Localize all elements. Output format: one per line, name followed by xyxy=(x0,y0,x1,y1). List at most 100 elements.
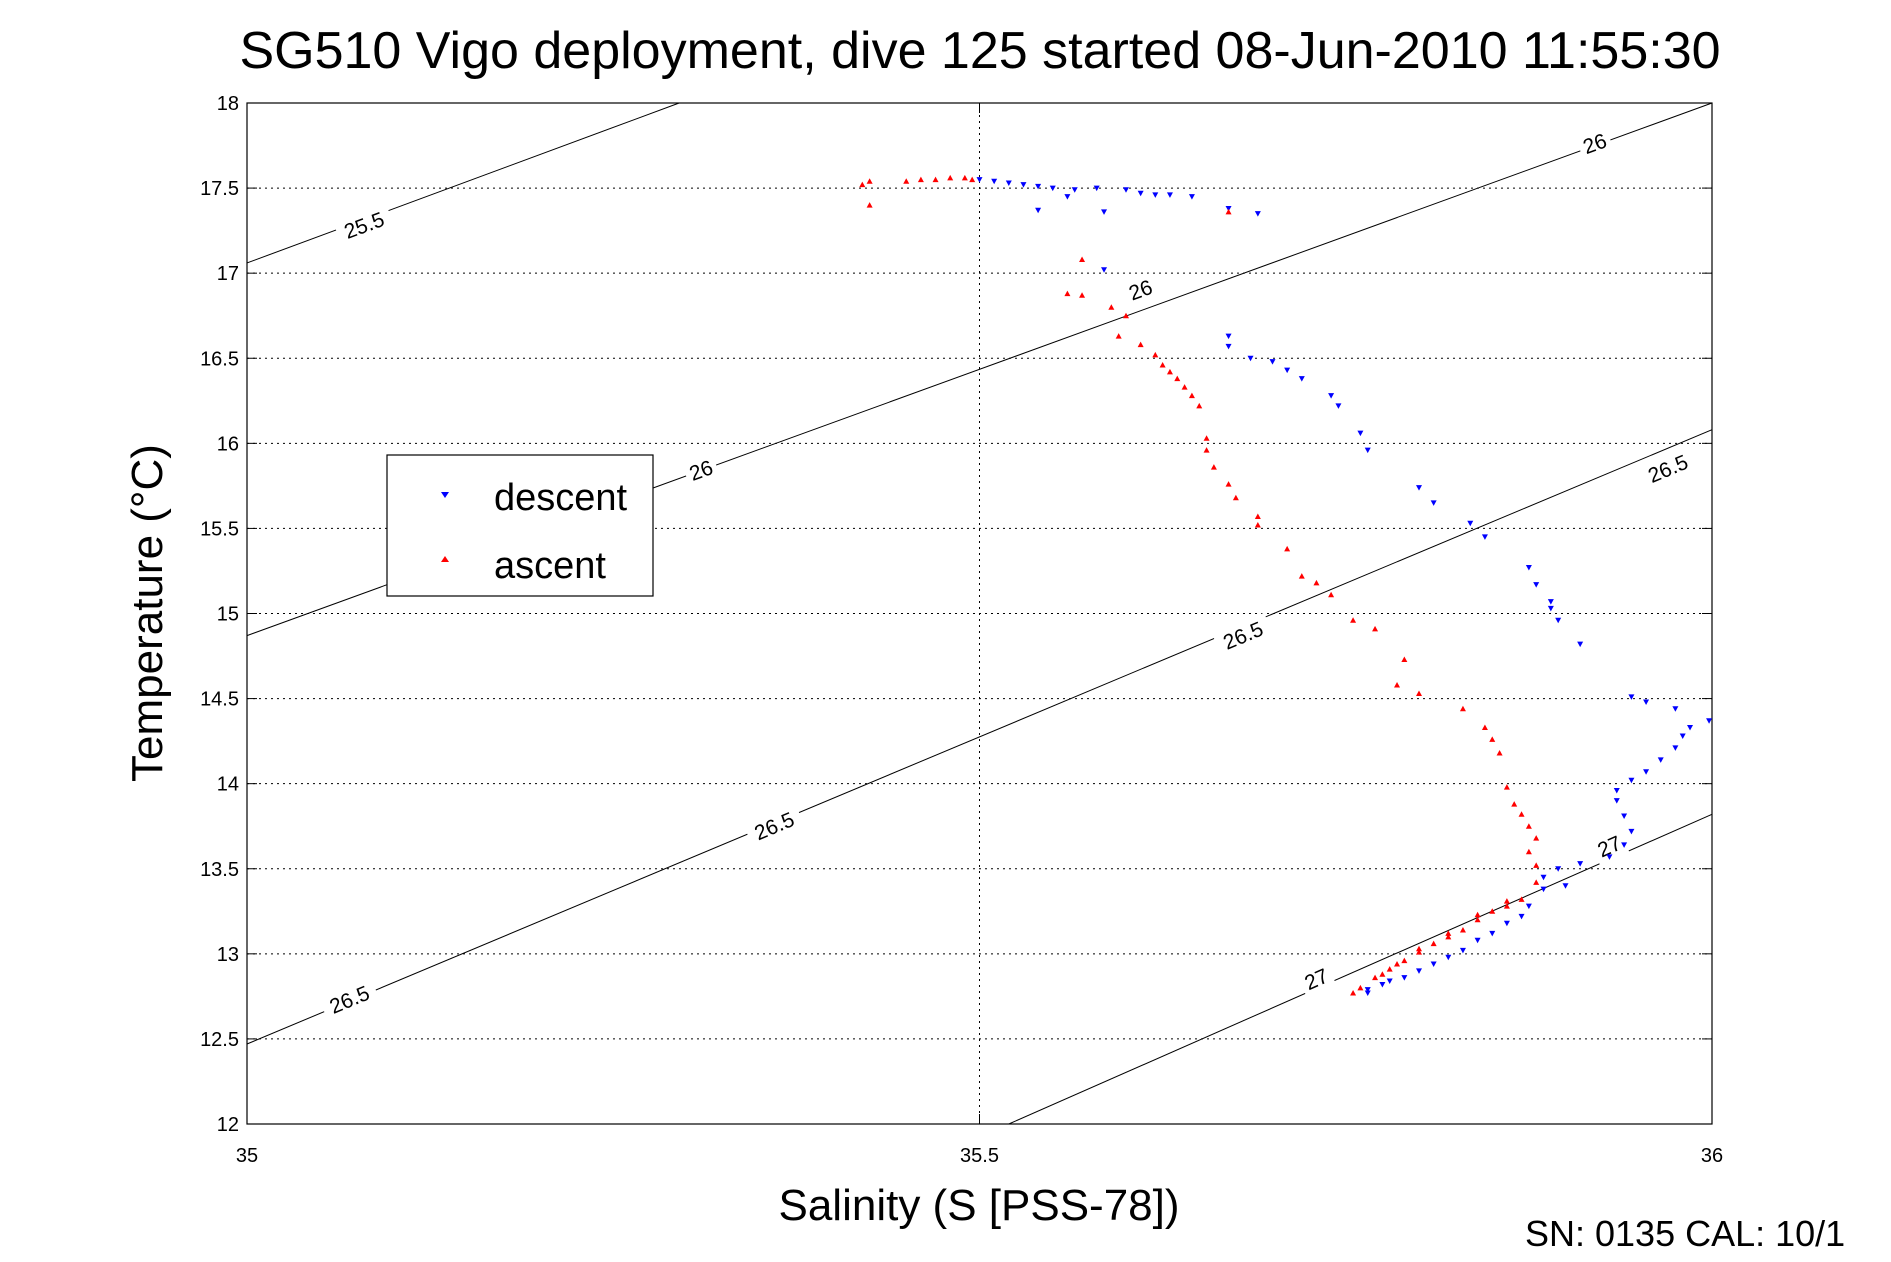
descent-point xyxy=(1474,937,1481,944)
ascent-point xyxy=(1445,930,1452,936)
ascent-point xyxy=(1313,579,1320,586)
descent-point xyxy=(1621,813,1628,819)
ascent-point xyxy=(1533,879,1540,885)
descent-point xyxy=(1533,582,1540,588)
descent-point xyxy=(1401,975,1408,981)
ascent-point xyxy=(1459,927,1466,933)
ascent-point xyxy=(1518,811,1525,817)
ascent-point xyxy=(1123,312,1129,319)
ascent-point xyxy=(1525,823,1532,829)
ascent-point xyxy=(1174,375,1181,382)
descent-point xyxy=(976,177,983,183)
ascent-point xyxy=(1079,292,1086,298)
data-points xyxy=(859,174,1713,996)
legend-descent-label: descent xyxy=(494,477,628,519)
descent-point xyxy=(1643,769,1650,775)
ascent-point xyxy=(1328,591,1335,598)
descent-point xyxy=(1328,393,1335,399)
ascent-point xyxy=(1298,573,1305,579)
descent-point xyxy=(1518,913,1525,920)
descent-point xyxy=(1269,359,1276,365)
descent-point xyxy=(1540,874,1547,881)
ascent-point xyxy=(969,176,976,183)
descent-point xyxy=(1706,718,1713,724)
descent-point xyxy=(1020,182,1027,188)
ascent-point xyxy=(1459,705,1466,712)
isopycnal-label-gap xyxy=(333,203,395,248)
y-tick-label: 17.5 xyxy=(200,178,239,200)
descent-point xyxy=(1386,978,1393,985)
isopycnal-label-gap xyxy=(1637,446,1699,492)
descent-point xyxy=(1416,968,1422,974)
ascent-point xyxy=(1196,402,1203,409)
chart-title: SG510 Vigo deployment, dive 125 started … xyxy=(239,22,1720,80)
ascent-point xyxy=(1489,736,1496,742)
descent-point xyxy=(1364,987,1371,993)
y-tick-label: 18 xyxy=(217,93,239,115)
ascent-point xyxy=(1489,908,1496,914)
ascent-point xyxy=(1210,464,1217,470)
y-tick-label: 12.5 xyxy=(200,1029,239,1051)
isopycnal-line xyxy=(246,429,1713,1045)
isopycnal-label-gap xyxy=(1575,126,1615,162)
y-tick-label: 15 xyxy=(217,604,239,626)
isopycnal-label-gap xyxy=(681,452,721,489)
descent-point xyxy=(1101,209,1108,215)
descent-point xyxy=(1166,192,1173,198)
descent-point xyxy=(1364,990,1371,996)
x-axis-label: Salinity (S [PSS-78]) xyxy=(778,1181,1179,1230)
y-tick-label: 14 xyxy=(217,774,239,796)
x-tick-label: 35.5 xyxy=(960,1145,999,1167)
isopycnal-label-gap xyxy=(743,803,806,850)
descent-point xyxy=(1613,787,1620,794)
legend-ascent-label: ascent xyxy=(494,545,606,587)
ascent-point xyxy=(1188,392,1195,399)
isopycnal-label-gap xyxy=(1296,961,1337,998)
ascent-point xyxy=(1474,911,1481,918)
ascent-point xyxy=(1379,971,1386,977)
descent-point xyxy=(1467,520,1474,527)
ascent-point xyxy=(1254,513,1261,520)
descent-point xyxy=(1225,333,1232,340)
ascent-point xyxy=(1511,801,1518,807)
descent-point xyxy=(1035,207,1042,214)
legend: descent ascent xyxy=(386,454,654,597)
descent-point xyxy=(1577,861,1584,867)
descent-point xyxy=(1672,706,1679,712)
descent-point xyxy=(1101,267,1108,273)
descent-point xyxy=(1577,641,1584,648)
isopycnal-label-gap xyxy=(1589,828,1630,865)
ascent-point xyxy=(1481,724,1488,731)
isopycnal-label-gap xyxy=(318,976,381,1023)
isopycnal-label-gap xyxy=(1212,612,1275,659)
ascent-point xyxy=(1401,656,1408,662)
descent-point xyxy=(1247,355,1254,362)
descent-point xyxy=(1416,485,1422,491)
ascent-point xyxy=(1386,966,1393,972)
ascent-point xyxy=(1401,957,1408,964)
y-tick-label: 16.5 xyxy=(200,348,239,370)
descent-point xyxy=(991,178,998,185)
ascent-point xyxy=(1503,903,1510,909)
descent-point xyxy=(1225,343,1232,350)
isopycnal-label-gap xyxy=(1121,272,1161,308)
x-tick-label: 35 xyxy=(236,1145,258,1167)
descent-point xyxy=(1613,798,1620,804)
descent-point xyxy=(1284,367,1291,374)
ascent-point xyxy=(932,176,939,183)
ascent-point xyxy=(1203,435,1210,441)
ascent-point xyxy=(1503,898,1510,904)
ascent-point xyxy=(1430,940,1437,947)
descent-point xyxy=(1064,194,1071,200)
ascent-point xyxy=(1152,351,1159,358)
ascent-point xyxy=(1225,208,1232,215)
ascent-point xyxy=(1525,848,1532,855)
ascent-point xyxy=(1533,835,1540,841)
descent-point xyxy=(1540,886,1547,893)
ascent-point xyxy=(903,178,910,184)
isopycnal-line xyxy=(246,102,680,264)
ascent-point xyxy=(1254,522,1261,528)
ascent-point xyxy=(1181,384,1188,390)
